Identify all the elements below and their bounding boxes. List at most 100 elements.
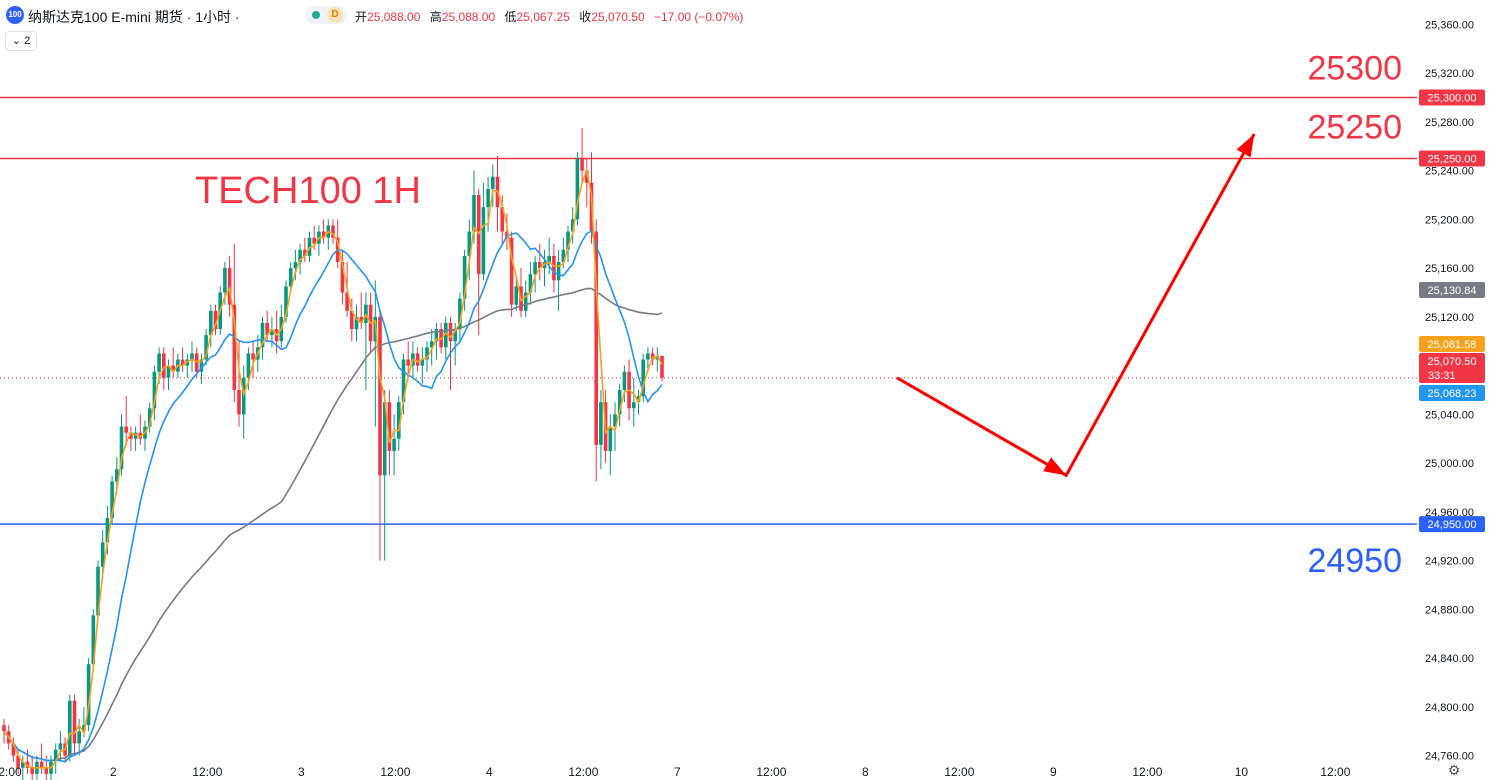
candle [331, 219, 335, 244]
candle [650, 347, 655, 366]
level-price-tag: 25,250.00 [1419, 150, 1485, 167]
symbol-title[interactable]: 纳斯达克100 E-mini 期货 · 1小时 · [28, 9, 240, 25]
level-price-tag: 25,300.00 [1419, 89, 1485, 106]
projection-path [896, 133, 1256, 478]
x-tick-label: 8 [862, 765, 869, 779]
candles [2, 127, 664, 780]
candle [350, 298, 354, 342]
candle [476, 188, 481, 336]
y-tick-label: 25,240.00 [1425, 166, 1474, 178]
candle [321, 219, 326, 244]
delayed-data-icon: D [327, 7, 343, 23]
candle [585, 158, 589, 208]
level-annotation: 24950 [1307, 542, 1402, 580]
y-tick-label: 25,000.00 [1425, 458, 1474, 470]
indicator-price-tag: 25,070.50 33:31 [1419, 353, 1485, 383]
candle [397, 396, 401, 451]
candle [528, 262, 533, 305]
candle [599, 390, 603, 470]
candle [429, 329, 434, 366]
status-badges[interactable]: D [305, 6, 347, 24]
candle [171, 347, 175, 378]
arrow-head [1236, 134, 1255, 158]
arrow-head [1043, 457, 1067, 476]
svg-text:24,950.00: 24,950.00 [1428, 519, 1477, 531]
candle [458, 292, 462, 342]
x-tick-label: 12:00 [1320, 765, 1350, 779]
candle [326, 219, 331, 250]
x-tick-label: 12:00 [192, 765, 222, 779]
y-tick-label: 25,280.00 [1425, 117, 1474, 129]
x-tick-label: 2:00 [0, 765, 22, 779]
candle [340, 249, 345, 305]
y-tick-label: 25,360.00 [1425, 19, 1474, 31]
candle [21, 755, 25, 780]
y-tick-label: 25,200.00 [1425, 214, 1474, 226]
y-tick-label: 24,920.00 [1425, 556, 1474, 568]
ma-slow-line [3, 287, 663, 762]
candle [204, 329, 208, 366]
candle [251, 341, 255, 378]
candle [11, 737, 16, 762]
y-tick-label: 25,320.00 [1425, 68, 1474, 80]
svg-text:25,130.84: 25,130.84 [1428, 285, 1477, 297]
candle [227, 255, 232, 317]
candle [523, 280, 528, 317]
candle [58, 731, 63, 762]
candle [307, 231, 312, 263]
candle [53, 743, 58, 774]
candle [617, 383, 622, 427]
svg-text:25,300.00: 25,300.00 [1428, 93, 1477, 105]
y-tick-label: 25,040.00 [1425, 409, 1474, 421]
candle [147, 402, 152, 433]
candle [632, 377, 636, 427]
x-tick-label: 9 [1050, 765, 1057, 779]
indicator-toggle-button[interactable]: ⌄ 2 [5, 31, 37, 51]
candle [152, 365, 157, 421]
x-tick-label: 12:00 [568, 765, 598, 779]
level-annotation: 25250 [1307, 108, 1402, 146]
open-label: 开 [355, 10, 368, 24]
x-tick-label: 12:00 [380, 765, 410, 779]
candle [382, 390, 387, 561]
candle [143, 420, 147, 451]
candle [556, 249, 561, 311]
candle [415, 347, 420, 372]
x-tick-label: 12:00 [944, 765, 974, 779]
ohlc-readout: 开25,088.00 高25,088.00 低25,067.25 收25,070… [355, 8, 749, 25]
chart-title: TECH100 1H [195, 170, 421, 212]
candle [133, 426, 138, 451]
y-tick-label: 24,800.00 [1425, 702, 1474, 714]
change-value: −17.00 (−0.07%) [654, 10, 744, 24]
candle [622, 365, 627, 403]
candle [594, 219, 598, 482]
candle [533, 255, 537, 293]
candle [166, 359, 171, 390]
candle [364, 292, 368, 390]
y-tick-label: 25,120.00 [1425, 312, 1474, 324]
candle [209, 304, 213, 348]
y-tick-label: 25,160.00 [1425, 263, 1474, 275]
candle [129, 426, 133, 451]
candle [608, 414, 613, 476]
candle [420, 347, 425, 384]
svg-text:25,068.23: 25,068.23 [1428, 388, 1477, 400]
low-value: 25,067.25 [516, 10, 570, 24]
symbol-logo-icon[interactable]: 100 [6, 6, 24, 24]
indicator-price-tag: 25,068.23 [1419, 385, 1485, 401]
candle [566, 225, 570, 263]
low-label: 低 [504, 10, 517, 24]
candle [406, 341, 410, 378]
candle [392, 414, 396, 476]
x-tick-label: 4 [486, 765, 493, 779]
candle [542, 249, 547, 287]
candle [462, 249, 467, 311]
x-tick-label: 12:00 [1132, 765, 1162, 779]
candle [138, 414, 143, 445]
high-label: 高 [429, 10, 442, 24]
settings-gear-icon[interactable]: ⚙ [1447, 762, 1461, 778]
candle [481, 182, 486, 281]
time-axis[interactable]: 2:00 2 12:00 3 12:00 4 12:00 7 12:00 8 12:00 9 12:00… [0, 765, 1351, 779]
candle [505, 213, 509, 250]
